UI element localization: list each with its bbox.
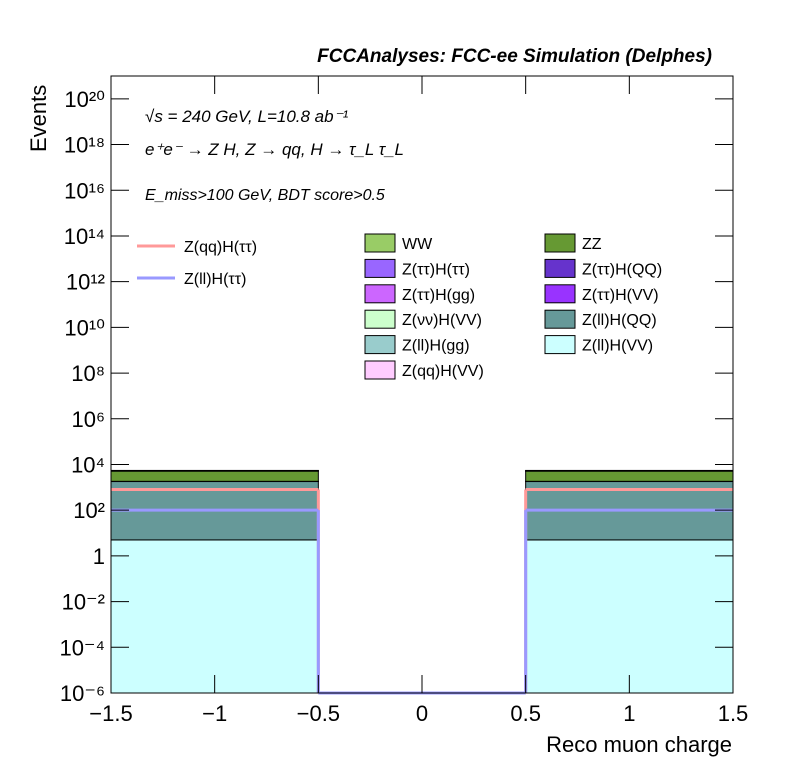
x-tick-label: −1	[202, 701, 227, 726]
annotation: e⁺e⁻ → Z H, Z → qq, H → τ_L τ_L	[145, 140, 404, 159]
y-tick-label: 1	[93, 544, 105, 569]
y-tick-label: 10⁸	[71, 361, 105, 386]
histogram-bar	[111, 540, 318, 693]
x-axis-label: Reco muon charge	[546, 732, 732, 757]
y-tick-label: 10⁻⁶	[60, 681, 105, 706]
legend-label: WW	[402, 236, 433, 253]
legend-swatch	[365, 310, 395, 328]
legend-swatch	[545, 336, 575, 354]
annotation: √s = 240 GeV, L=10.8 ab⁻¹	[145, 107, 349, 126]
legend-swatch	[365, 234, 395, 252]
chart-title: FCCAnalyses: FCC-ee Simulation (Delphes)	[317, 46, 712, 67]
x-tick-label: 0	[416, 701, 428, 726]
y-tick-label: 10²	[73, 498, 105, 523]
legend-label: Z(ττ)H(ττ)	[402, 261, 470, 278]
legend-swatch	[545, 259, 575, 277]
x-tick-label: 0.5	[510, 701, 541, 726]
y-tick-label: 10¹²	[66, 270, 105, 295]
histogram-bar	[526, 471, 733, 481]
y-tick-label: 10⁻²	[62, 590, 105, 615]
y-tick-label: 10¹⁴	[64, 224, 105, 249]
legend-label: Z(ll)H(gg)	[402, 338, 470, 355]
legend-label: Z(ττ)H(QQ)	[582, 261, 662, 278]
legend-swatch	[365, 361, 395, 379]
y-tick-label: 10¹⁶	[64, 178, 105, 203]
legend-label: Z(ll)H(QQ)	[582, 312, 657, 329]
histogram-bar	[111, 471, 318, 481]
y-tick-label: 10⁴	[71, 452, 105, 477]
legend-swatch	[365, 336, 395, 354]
x-tick-label: 1.5	[718, 701, 749, 726]
legend-swatch	[545, 234, 575, 252]
histogram-bar	[526, 540, 733, 693]
legend-label: Z(ττ)H(VV)	[582, 287, 659, 304]
legend-label: Z(ττ)H(gg)	[402, 287, 475, 304]
legend-label: Z(νν)H(VV)	[402, 312, 482, 329]
legend-swatch	[365, 259, 395, 277]
legend-label: Z(ll)H(VV)	[582, 338, 653, 355]
x-tick-label: −0.5	[297, 701, 340, 726]
legend-label: Z(qq)H(VV)	[402, 363, 484, 380]
y-tick-label: 10⁻⁴	[59, 635, 105, 660]
y-tick-label: 10¹⁸	[64, 133, 105, 158]
legend-label: Z(qq)H(ττ)	[184, 239, 257, 256]
legend-label: ZZ	[582, 236, 602, 253]
legend-label: Z(ll)H(ττ)	[184, 271, 246, 288]
legend-swatch	[545, 310, 575, 328]
y-axis-label: Events	[26, 85, 51, 152]
annotation: E_miss>100 GeV, BDT score>0.5	[145, 187, 385, 204]
y-tick-label: 10⁶	[71, 407, 105, 432]
legend-swatch	[545, 285, 575, 303]
y-tick-label: 10¹⁰	[64, 315, 105, 340]
y-tick-label: 10²⁰	[64, 87, 105, 112]
legend-swatch	[365, 285, 395, 303]
x-tick-label: 1	[623, 701, 635, 726]
